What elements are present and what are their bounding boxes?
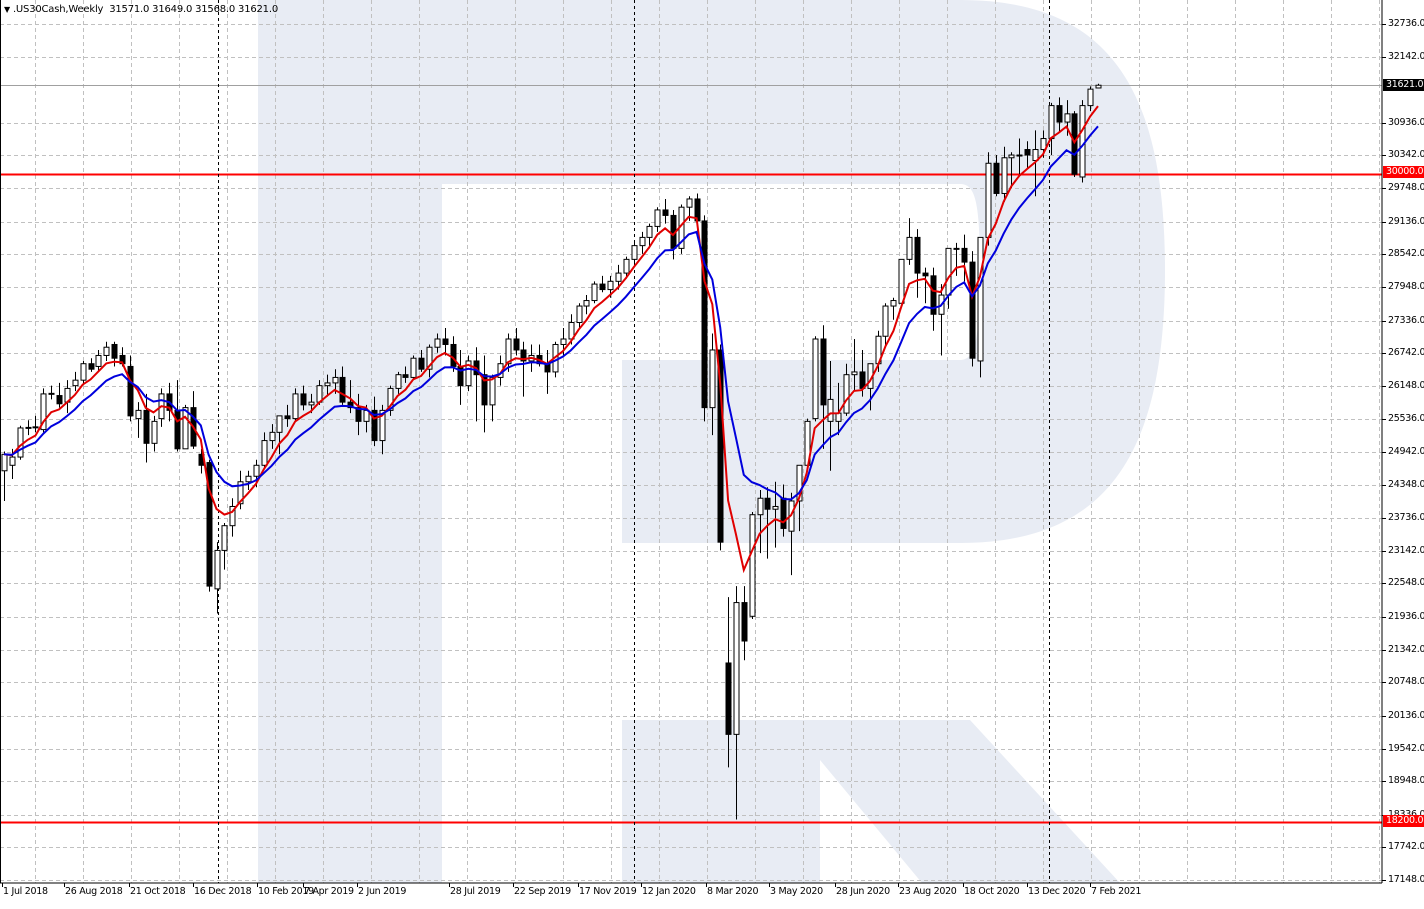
time-tick-label: 21 Oct 2018 [130,886,186,897]
chart-header: ▼ .US30Cash,Weekly 31571.0 31649.0 31568.… [4,4,278,15]
watermark-logo [258,0,1165,883]
grid-lines [0,0,1386,887]
price-tick-label: 26742.0 [1388,346,1424,358]
price-tick-label: 21936.0 [1388,610,1424,622]
price-tick-label: 26148.0 [1388,379,1424,391]
time-tick-label: 7 Feb 2021 [1091,886,1142,897]
symbol-label: .US30Cash,Weekly [12,4,104,15]
time-tick-label: 1 Jul 2018 [3,886,48,897]
time-tick-label: 18 Oct 2020 [964,886,1020,897]
price-tick-label: 27948.0 [1388,280,1424,292]
current-price-tag: 31621.0 [1383,79,1424,91]
price-tick-label: 20136.0 [1388,709,1424,721]
time-tick-label: 8 Mar 2020 [707,886,759,897]
moving-averages [3,105,1099,574]
price-tick-label: 23142.0 [1388,544,1424,556]
time-tick-label: 13 Dec 2020 [1028,886,1086,897]
time-tick-label: 22 Sep 2019 [514,886,571,897]
time-tick-label: 17 Nov 2019 [579,886,637,897]
ohlc-values: 31571.0 31649.0 31568.0 31621.0 [109,4,278,15]
price-tick-label: 25536.0 [1388,412,1424,424]
price-tick-label: 32736.0 [1388,17,1424,29]
price-tick-label: 21342.0 [1388,643,1424,655]
price-tick-label: 29136.0 [1388,215,1424,227]
time-tick-label: 12 Jan 2020 [642,886,696,897]
time-tick-label: 28 Jun 2020 [836,886,890,897]
time-tick-label: 10 Feb 2019 [258,886,314,897]
time-tick-label: 26 Aug 2018 [65,886,123,897]
price-tick-label: 29748.0 [1388,181,1424,193]
level-tag-18200: 18200.0 [1383,815,1424,827]
price-tick-label: 17742.0 [1388,840,1424,852]
price-tick-label: 28542.0 [1388,247,1424,259]
price-tick-label: 30342.0 [1388,148,1424,160]
price-tick-label: 20748.0 [1388,675,1424,687]
collapse-triangle-icon[interactable]: ▼ [4,5,10,14]
time-tick-label: 2 Jun 2019 [358,886,407,897]
price-tick-label: 24942.0 [1388,445,1424,457]
time-tick-label: 23 Aug 2020 [899,886,957,897]
price-tick-label: 30936.0 [1388,116,1424,128]
price-tick-label: 19542.0 [1388,742,1424,754]
price-tick-label: 22548.0 [1388,576,1424,588]
time-tick-label: 16 Dec 2018 [194,886,252,897]
horizontal-levels [0,85,1382,824]
time-tick-label: 3 May 2020 [770,886,823,897]
time-tick-label: 28 Jul 2019 [450,886,501,897]
price-tick-label: 18336.0 [1388,808,1424,820]
price-tick-label: 27336.0 [1388,314,1424,326]
price-tick-label: 32142.0 [1388,50,1424,62]
price-tick-label: 17148.0 [1388,873,1424,885]
price-tick-label: 24348.0 [1388,478,1424,490]
price-tick-label: 23736.0 [1388,511,1424,523]
time-tick-label: 7 Apr 2019 [304,886,354,897]
level-tag-30000: 30000.0 [1383,166,1424,178]
price-tick-label: 18948.0 [1388,774,1424,786]
